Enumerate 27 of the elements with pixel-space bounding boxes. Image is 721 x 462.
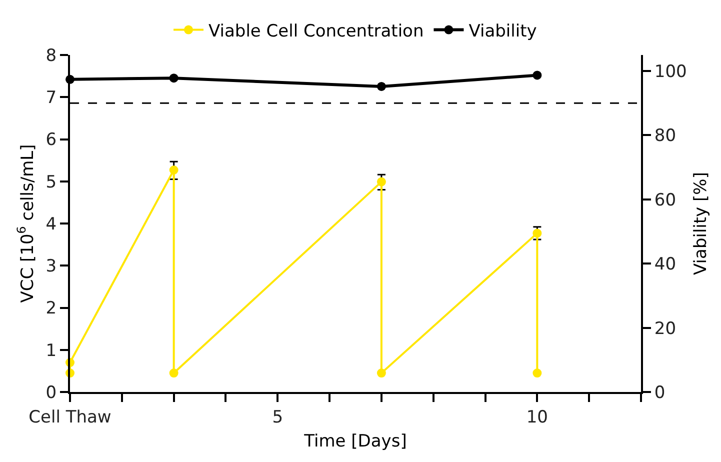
x-tick-label: 5 [272,407,284,428]
x-tick-label: 10 [526,407,548,428]
y-tick-label: 8 [46,46,57,66]
y-tick-label: 3 [46,256,57,277]
y2-tick-label: 80 [654,126,676,146]
y2-tick-label: 100 [654,62,687,82]
x-tick-label: Cell Thaw [28,407,112,428]
y-tick-label: 6 [46,130,57,150]
legend-label: Viable Cell Concentration [208,21,424,42]
x-axis-title: Time [Days] [303,431,407,452]
y2-axis-title: Viability [%] [690,172,711,275]
y-tick-label: 7 [46,88,57,108]
point [169,166,178,174]
y-tick-label: 2 [46,298,57,319]
point [169,368,178,378]
y-tick-label: 1 [46,340,57,361]
point [532,368,542,378]
y2-tick-label: 0 [654,382,666,403]
y-tick-label: 0 [46,382,57,403]
point [376,368,386,378]
y2-tick-label: 60 [654,190,676,210]
y-tick-label: 5 [46,172,57,192]
point [376,177,386,186]
legend-label: Viability [468,21,537,42]
y-tick-label: 4 [46,214,57,234]
y2-tick-label: 20 [654,318,676,339]
y2-tick-label: 40 [654,254,676,275]
